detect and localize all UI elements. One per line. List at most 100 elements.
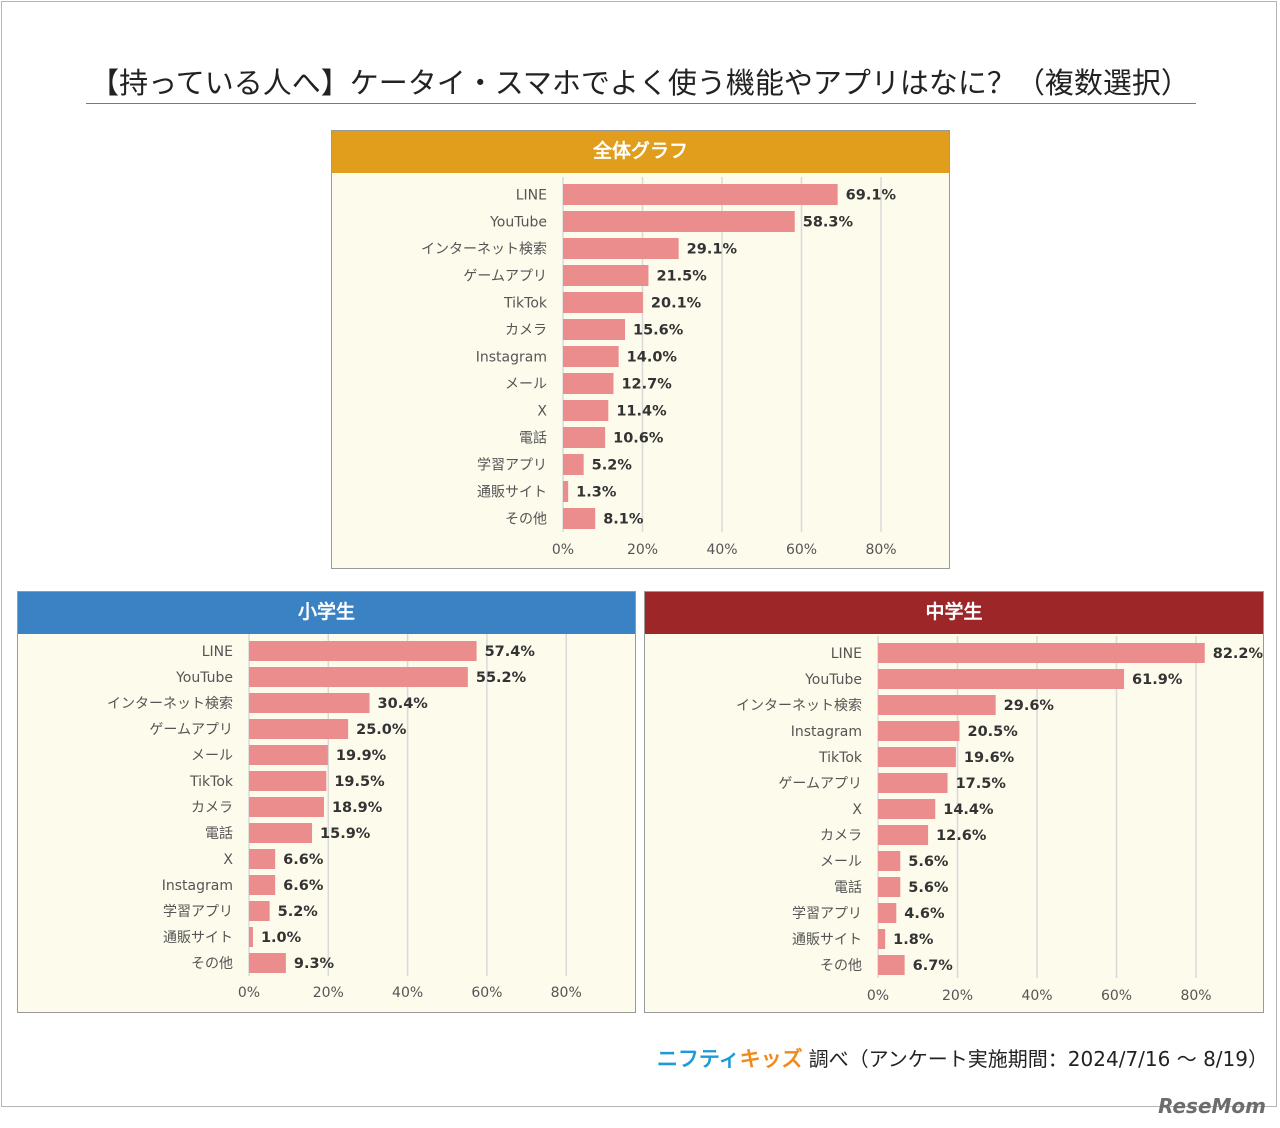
junior-high-chart-title: 中学生 xyxy=(645,592,1263,634)
category-label: 学習アプリ xyxy=(477,458,547,474)
bar xyxy=(878,669,1125,689)
x-tick-label: 60% xyxy=(1101,988,1132,1004)
category-label: カメラ xyxy=(505,323,547,339)
data-label: 19.9% xyxy=(336,748,387,764)
bar xyxy=(249,719,349,739)
x-tick-label: 20% xyxy=(627,542,658,558)
data-label: 69.1% xyxy=(846,188,897,204)
bar xyxy=(563,292,643,313)
bar xyxy=(249,875,276,895)
data-label: 1.0% xyxy=(261,930,302,946)
page-title: 【持っている人へ】ケータイ・スマホでよく使う機能やアプリはなに？（複数選択） xyxy=(90,66,1190,100)
data-label: 21.5% xyxy=(656,269,707,285)
data-label: 61.9% xyxy=(1132,672,1183,688)
data-label: 82.2% xyxy=(1213,646,1264,662)
bar xyxy=(563,508,596,529)
bar xyxy=(563,481,569,502)
data-label: 5.6% xyxy=(908,880,949,896)
data-label: 14.0% xyxy=(627,350,678,366)
bar xyxy=(249,797,324,817)
title-divider xyxy=(86,103,1196,104)
bar xyxy=(878,773,948,793)
category-label: TikTok xyxy=(189,774,234,790)
bar xyxy=(563,238,679,259)
bar xyxy=(249,901,270,921)
bar xyxy=(563,184,838,205)
category-label: カメラ xyxy=(191,800,233,816)
category-label: メール xyxy=(191,748,233,764)
data-label: 5.2% xyxy=(278,904,319,920)
category-label: X xyxy=(537,404,547,420)
data-label: 55.2% xyxy=(476,670,527,686)
bar xyxy=(878,877,901,897)
bar xyxy=(878,903,897,923)
data-label: 1.3% xyxy=(576,485,617,501)
source-footer: ニフティキッズ 調べ（アンケート実施期間：2024/7/16 ～ 8/19） xyxy=(657,1043,1268,1073)
data-label: 15.6% xyxy=(633,323,684,339)
x-tick-label: 20% xyxy=(313,985,344,1001)
bar xyxy=(563,346,619,367)
data-label: 20.1% xyxy=(651,296,702,312)
footer-survey-period: 調べ（アンケート実施期間：2024/7/16 ～ 8/19） xyxy=(808,1047,1268,1071)
x-tick-label: 0% xyxy=(238,985,260,1001)
category-label: カメラ xyxy=(820,828,862,844)
elementary-chart-title: 小学生 xyxy=(18,592,635,634)
footer-brand-nifty: ニフティ xyxy=(656,1047,740,1071)
data-label: 8.1% xyxy=(603,512,644,528)
data-label: 19.5% xyxy=(334,774,385,790)
data-label: 58.3% xyxy=(803,215,854,231)
x-tick-label: 20% xyxy=(942,988,973,1004)
x-tick-label: 60% xyxy=(471,985,502,1001)
elementary-bar-chart: 0% 20% 40% 60% 80% LINE 57.4% YouTube 55.2% インターネ… xyxy=(107,634,582,1001)
category-label: Instagram xyxy=(476,350,547,366)
data-label: 9.3% xyxy=(294,956,335,972)
category-label: X xyxy=(852,802,862,818)
category-label: Instagram xyxy=(791,724,862,740)
bar xyxy=(249,823,313,843)
footer-brand-kids: キッズ xyxy=(739,1047,803,1071)
bar xyxy=(249,849,276,869)
category-label: メール xyxy=(505,377,547,393)
bar xyxy=(563,265,649,286)
data-label: 11.4% xyxy=(616,404,667,420)
data-label: 12.6% xyxy=(936,828,987,844)
bar xyxy=(249,745,328,765)
data-label: 30.4% xyxy=(378,696,429,712)
category-label: 電話 xyxy=(205,825,233,842)
x-tick-label: 80% xyxy=(551,985,582,1001)
category-label: ゲームアプリ xyxy=(778,776,862,792)
bar xyxy=(878,799,936,819)
category-label: YouTube xyxy=(175,670,233,686)
data-label: 18.9% xyxy=(332,800,383,816)
bar xyxy=(563,373,614,394)
resemom-logo: ReseMom xyxy=(1158,1094,1266,1118)
bar xyxy=(878,721,960,741)
category-label: ゲームアプリ xyxy=(149,722,233,738)
bar xyxy=(878,747,956,767)
category-label: LINE xyxy=(202,644,233,660)
category-label: 電話 xyxy=(519,430,547,447)
category-label: メール xyxy=(820,854,862,870)
category-label: YouTube xyxy=(804,672,862,688)
overall-chart-title: 全体グラフ xyxy=(332,131,949,173)
bar xyxy=(563,319,626,340)
data-label: 4.6% xyxy=(904,906,945,922)
category-label: その他 xyxy=(505,512,547,528)
data-label: 10.6% xyxy=(613,431,664,447)
bar xyxy=(249,771,327,791)
bar xyxy=(878,825,929,845)
junior-high-bar-chart: 0% 20% 40% 60% 80% LINE 82.2% YouTube 61.9% インターネ… xyxy=(736,636,1264,1004)
category-label: X xyxy=(223,852,233,868)
category-label: Instagram xyxy=(162,878,233,894)
data-label: 6.7% xyxy=(913,958,954,974)
data-label: 29.6% xyxy=(1004,698,1055,714)
category-label: 学習アプリ xyxy=(792,906,862,922)
x-tick-label: 40% xyxy=(1021,988,1052,1004)
data-label: 6.6% xyxy=(283,878,324,894)
data-label: 14.4% xyxy=(943,802,994,818)
data-label: 15.9% xyxy=(320,826,371,842)
x-tick-label: 80% xyxy=(865,542,896,558)
bar xyxy=(563,427,606,448)
page-frame xyxy=(1,1,1277,1107)
overall-chart-panel: 全体グラフ 0% 20% 40% 60% 80% LINE 69.1% YouTube 58.3… xyxy=(331,130,950,569)
